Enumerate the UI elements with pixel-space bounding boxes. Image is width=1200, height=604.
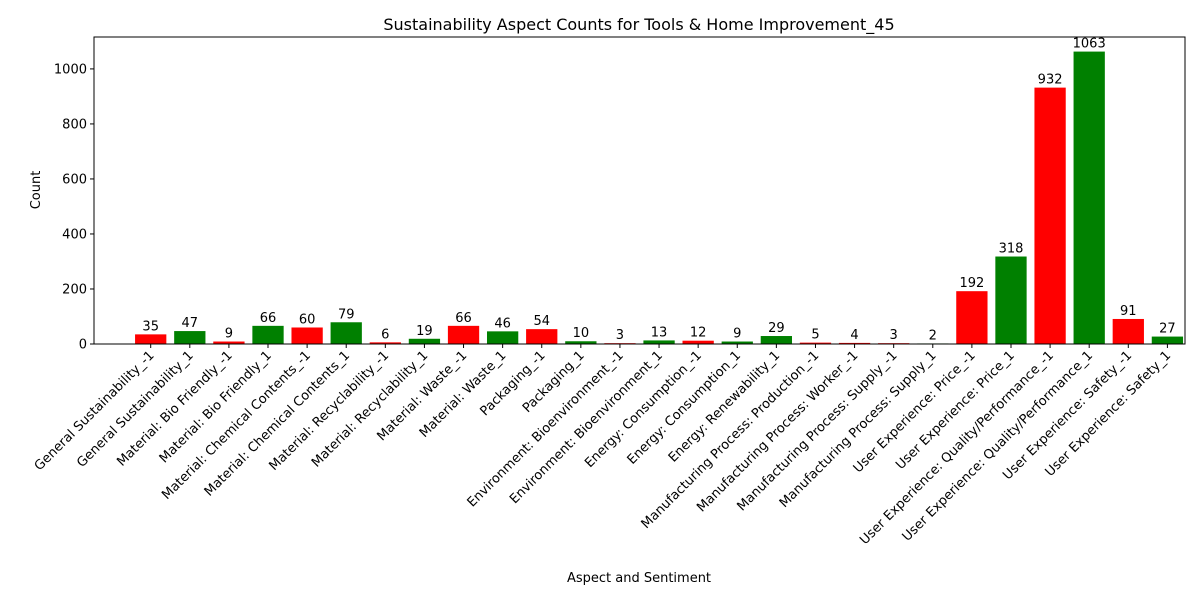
bar-value-label: 2 <box>929 328 937 343</box>
y-tick-label: 200 <box>62 282 87 297</box>
bars-group <box>135 51 1184 345</box>
bar-value-label: 66 <box>260 311 277 326</box>
bar-value-label: 4 <box>850 328 858 343</box>
bar-value-label: 46 <box>494 316 511 331</box>
bar-value-label: 66 <box>455 311 472 326</box>
bar-value-label: 29 <box>768 321 785 336</box>
bar <box>1151 336 1184 344</box>
bar-value-label: 3 <box>890 328 898 343</box>
bar-value-label: 91 <box>1120 304 1137 319</box>
bar-value-label: 5 <box>811 328 819 343</box>
bar-value-label: 192 <box>959 276 984 291</box>
bar <box>1112 318 1144 344</box>
bar-value-label: 3 <box>616 328 624 343</box>
bar-value-label: 47 <box>182 316 199 331</box>
bar-value-label: 1063 <box>1073 37 1106 52</box>
bar-value-label: 35 <box>142 319 159 334</box>
bar <box>1034 87 1066 344</box>
bar <box>486 331 519 344</box>
y-tick-label: 400 <box>62 227 87 242</box>
bar <box>291 327 323 344</box>
bar-value-label: 6 <box>381 327 389 342</box>
y-axis-label: Count <box>29 171 44 210</box>
bar <box>447 325 480 344</box>
bar <box>369 342 401 344</box>
bar <box>408 338 441 344</box>
bar <box>995 256 1027 344</box>
bar <box>174 331 206 344</box>
y-tick-label: 1000 <box>54 62 87 77</box>
bar <box>1073 51 1105 345</box>
bar-value-label: 318 <box>999 242 1024 257</box>
bar <box>799 342 832 344</box>
bar-value-label: 12 <box>690 326 707 341</box>
bar-value-label: 19 <box>416 324 433 339</box>
bar <box>643 340 675 344</box>
bar <box>135 334 167 344</box>
bar <box>682 340 714 344</box>
bar-value-label: 60 <box>299 312 316 327</box>
bar <box>760 336 793 344</box>
plot-frame <box>93 36 1186 345</box>
bar <box>213 341 245 344</box>
chart-title: Sustainability Aspect Counts for Tools &… <box>383 15 894 35</box>
x-axis-label: Aspect and Sentiment <box>567 571 711 586</box>
bar <box>838 342 871 344</box>
bar-value-label: 10 <box>573 326 590 341</box>
bar-value-label: 27 <box>1159 322 1176 337</box>
y-axis: 0 200 400 600 800 1000 <box>54 62 94 353</box>
bar-value-label: 932 <box>1038 73 1063 88</box>
bar <box>330 322 362 344</box>
bar <box>526 329 558 344</box>
bar <box>721 341 753 344</box>
x-tick-label: Material: Chemical Contents_1 <box>202 348 353 499</box>
bar-value-label: 9 <box>733 327 741 342</box>
bar <box>956 291 988 344</box>
bar-value-label: 9 <box>225 327 233 342</box>
y-tick-label: 600 <box>62 172 87 187</box>
bar-value-label: 13 <box>651 325 668 340</box>
bar-value-label: 79 <box>338 307 355 322</box>
bar-value-label: 54 <box>533 314 550 329</box>
y-tick-label: 800 <box>62 117 87 132</box>
y-tick-label: 0 <box>79 338 87 353</box>
bar <box>252 325 284 344</box>
bar <box>565 341 597 344</box>
